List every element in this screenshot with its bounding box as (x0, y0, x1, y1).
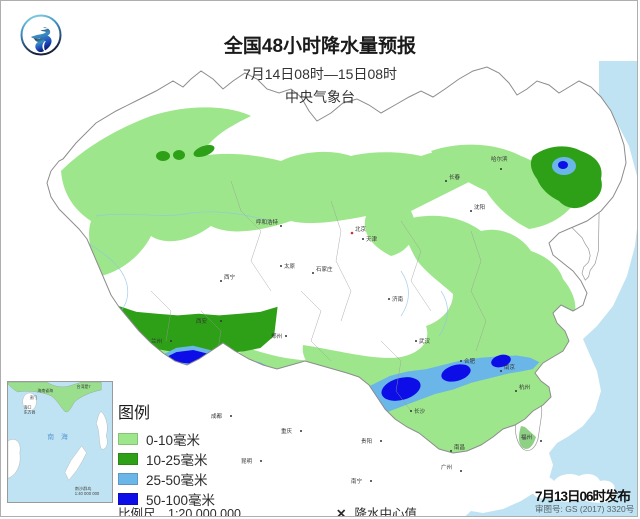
svg-text:哈尔滨: 哈尔滨 (491, 155, 508, 163)
svg-text:长沙: 长沙 (414, 407, 426, 415)
svg-text:贵阳: 贵阳 (361, 437, 372, 445)
svg-text:呼和浩特: 呼和浩特 (256, 218, 279, 226)
svg-text:郑州: 郑州 (271, 332, 282, 340)
svg-text:杭州: 杭州 (519, 383, 530, 391)
svg-text:东方县: 东方县 (24, 410, 36, 415)
svg-text:武汉: 武汉 (419, 337, 431, 345)
svg-text:南 海: 南 海 (47, 432, 68, 441)
svg-text:天津: 天津 (366, 236, 378, 243)
svg-text:澎门: 澎门 (30, 395, 38, 400)
svg-text:南昌: 南昌 (454, 443, 465, 451)
svg-text:海南省海: 海南省海 (37, 388, 53, 393)
svg-text:合肥: 合肥 (464, 357, 476, 365)
svg-text:北京: 北京 (355, 225, 367, 233)
svg-text:南京: 南京 (504, 363, 516, 371)
svg-text:沈阳: 沈阳 (474, 203, 485, 211)
svg-text:太原: 太原 (284, 262, 296, 270)
svg-text:西安: 西安 (196, 317, 208, 325)
svg-text:1:40 000 000: 1:40 000 000 (75, 491, 100, 496)
svg-text:西宁: 西宁 (224, 273, 236, 281)
svg-text:福州: 福州 (521, 433, 532, 441)
svg-text:长春: 长春 (449, 173, 461, 181)
svg-text:南宁: 南宁 (351, 477, 363, 485)
svg-text:广州: 广州 (441, 463, 452, 471)
svg-text:台湾是T: 台湾是T (77, 384, 92, 389)
svg-text:济南: 济南 (392, 295, 404, 303)
svg-text:石家庄: 石家庄 (316, 265, 333, 273)
